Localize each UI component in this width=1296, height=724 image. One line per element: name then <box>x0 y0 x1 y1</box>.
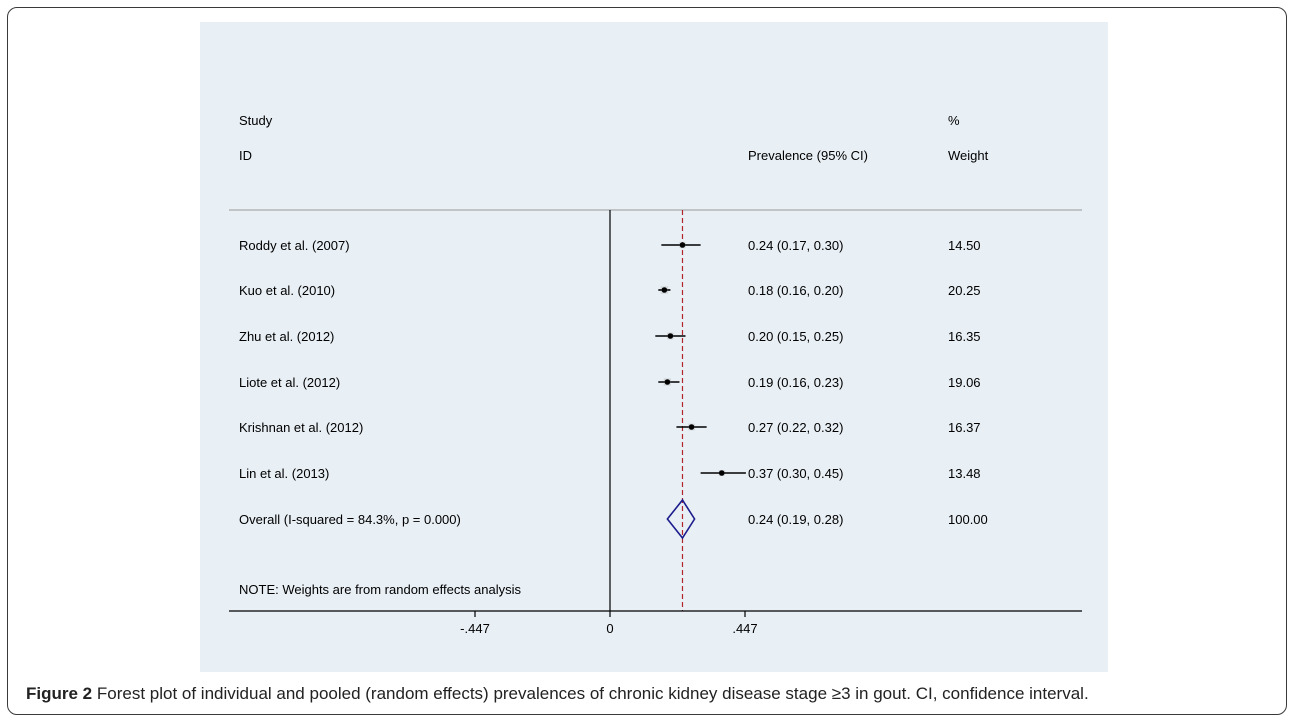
study-weight: 19.06 <box>948 375 981 390</box>
study-point <box>661 287 668 293</box>
study-point <box>667 333 674 339</box>
study-weight: 16.37 <box>948 420 981 435</box>
study-label: Liote et al. (2012) <box>239 375 340 390</box>
study-label: Roddy et al. (2007) <box>239 238 350 253</box>
figure-caption: Figure 2 Forest plot of individual and p… <box>26 684 1089 704</box>
study-ci-text: 0.18 (0.16, 0.20) <box>748 283 843 298</box>
figure-frame <box>7 7 1287 715</box>
header-study: Study <box>239 113 273 128</box>
study-point <box>688 424 695 430</box>
study-weight: 13.48 <box>948 466 981 481</box>
overall-weight: 100.00 <box>948 512 988 527</box>
header-percent: % <box>948 113 960 128</box>
figure-label: Figure 2 <box>26 684 93 703</box>
study-point <box>679 242 686 248</box>
note-text: NOTE: Weights are from random effects an… <box>239 582 522 597</box>
x-tick-label: .447 <box>732 621 757 636</box>
study-weight: 20.25 <box>948 283 981 298</box>
overall-label: Overall (I-squared = 84.3%, p = 0.000) <box>239 512 461 527</box>
header-prevalence: Prevalence (95% CI) <box>748 148 868 163</box>
study-point <box>664 379 671 385</box>
x-tick-label: -.447 <box>460 621 490 636</box>
study-label: Krishnan et al. (2012) <box>239 420 363 435</box>
header-id: ID <box>239 148 252 163</box>
overall-diamond <box>666 498 696 540</box>
study-weight: 14.50 <box>948 238 981 253</box>
study-ci-text: 0.24 (0.17, 0.30) <box>748 238 843 253</box>
header-weight: Weight <box>948 148 989 163</box>
study-label: Zhu et al. (2012) <box>239 329 334 344</box>
study-ci-text: 0.37 (0.30, 0.45) <box>748 466 843 481</box>
study-label: Kuo et al. (2010) <box>239 283 335 298</box>
study-point <box>718 470 725 476</box>
study-ci-text: 0.19 (0.16, 0.23) <box>748 375 843 390</box>
study-label: Lin et al. (2013) <box>239 466 329 481</box>
plot-panel <box>200 22 1108 672</box>
study-ci-text: 0.20 (0.15, 0.25) <box>748 329 843 344</box>
figure-caption-text: Forest plot of individual and pooled (ra… <box>96 684 1089 703</box>
x-tick-label: 0 <box>606 621 613 636</box>
study-weight: 16.35 <box>948 329 981 344</box>
overall-ci-text: 0.24 (0.19, 0.28) <box>748 512 843 527</box>
study-ci-text: 0.27 (0.22, 0.32) <box>748 420 843 435</box>
